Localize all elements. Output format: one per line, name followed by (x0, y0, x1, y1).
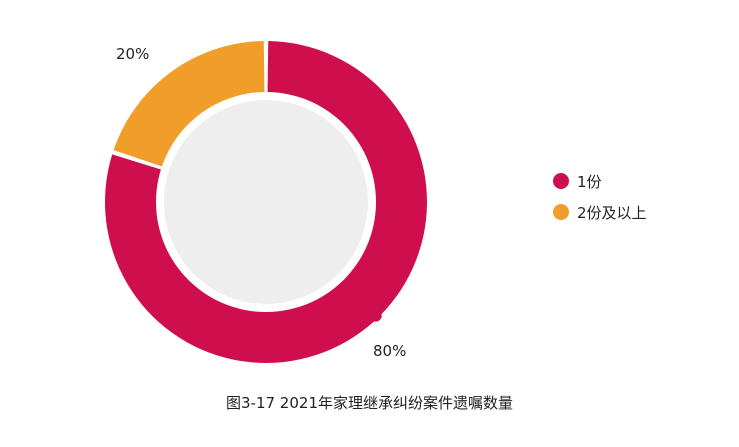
slice-1fen[interactable] (105, 41, 427, 364)
legend-item-1fen[interactable]: 1份 (553, 170, 647, 192)
marker-dot-2fen-plus (124, 129, 137, 142)
markers-group (124, 129, 382, 322)
center-disc (164, 100, 368, 304)
chart-caption: 图3-17 2021年家理继承纠纷案件遗嘱数量 (226, 394, 513, 412)
data-label-2fen-plus: 20% (116, 45, 149, 63)
legend: 1份 2份及以上 (553, 170, 647, 232)
legend-label-1fen: 1份 (577, 172, 602, 191)
data-label-1fen: 80% (373, 342, 406, 360)
marker-dot-1fen (369, 309, 382, 322)
slice-2fen-plus[interactable] (113, 41, 265, 167)
legend-label-2fen-plus: 2份及以上 (577, 203, 647, 222)
legend-item-2fen-plus[interactable]: 2份及以上 (553, 201, 647, 223)
legend-swatch-2fen-plus (553, 204, 569, 220)
legend-swatch-1fen (553, 173, 569, 189)
slices-group (105, 41, 427, 364)
